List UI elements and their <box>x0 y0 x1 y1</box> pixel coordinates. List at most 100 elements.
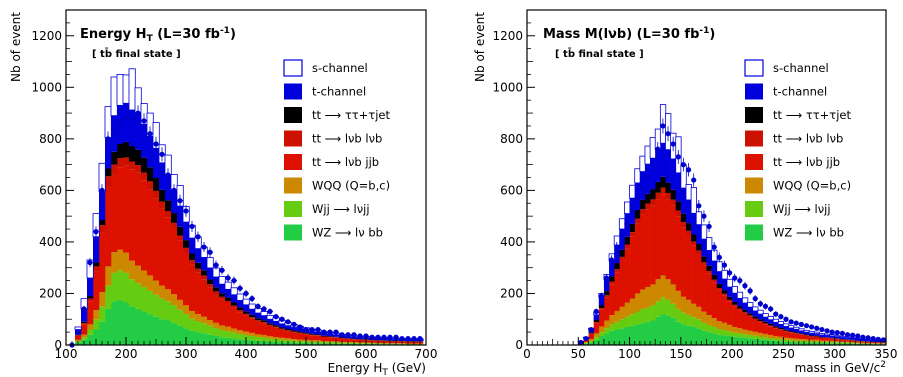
energy-ht-bar-tt-jet-21 <box>195 262 202 269</box>
mass-bar-tt-l-b-l-b-45 <box>757 321 764 323</box>
energy-ht-data-point-48 <box>357 333 363 339</box>
energy-ht-bar-wz-l-bb-11 <box>135 308 142 345</box>
mass-bar-t-channel-56 <box>814 333 820 336</box>
mass-bar-wqq-q-b-c--50 <box>783 337 789 340</box>
mass-bar-tt-l-b-jjb-41 <box>737 310 743 329</box>
mass-bar-wqq-q-b-c--45 <box>757 332 764 337</box>
energy-ht-bar-tt-jet-23 <box>207 279 214 285</box>
energy-ht-bar-t-channel-23 <box>207 267 214 280</box>
energy-ht-bar-tt-l-b-jjb-22 <box>201 279 208 317</box>
energy-ht-data-point-14 <box>153 136 159 152</box>
mass-bar-wz-l-bb-31 <box>685 325 692 345</box>
mass-legend-label-0: s-channel <box>773 61 829 75</box>
mass-bar-wz-l-bb-58 <box>824 342 830 345</box>
energy-ht-bar-wqq-q-b-c--7 <box>111 252 118 273</box>
energy-ht-data-point-16 <box>165 168 171 182</box>
mass-ytick-label-5: 1000 <box>492 80 523 94</box>
mass-bar-tt-l-b-jjb-39 <box>727 301 733 325</box>
energy-ht-bar-tt-l-b-l-b-21 <box>195 268 202 273</box>
mass-bar-tt-l-b-jjb-55 <box>809 336 815 340</box>
energy-ht-bar-t-channel-21 <box>195 248 202 263</box>
energy-ht-bar-wqq-q-b-c--25 <box>219 325 226 331</box>
energy-ht-bar-t-channel-2 <box>81 308 88 322</box>
mass-data-point-6 <box>609 255 615 265</box>
energy-ht-bar-tt-l-b-l-b-1 <box>75 335 82 336</box>
mass-bar-tt-l-b-jjb-52 <box>793 333 800 339</box>
mass-bar-tt-l-b-jjb-64 <box>855 341 861 343</box>
energy-ht-data-point-53 <box>387 334 393 340</box>
mass-bar-tt-l-b-l-b-17 <box>614 269 620 273</box>
energy-ht-bar-t-channel-19 <box>183 222 190 241</box>
mass-bar-wjj-l-jj-65 <box>860 343 866 344</box>
energy-ht-bar-tt-l-b-l-b-37 <box>291 331 298 333</box>
mass-bar-tt-l-b-jjb-37 <box>716 290 723 322</box>
mass-bar-wjj-l-jj-20 <box>629 314 635 326</box>
mass-bar-wjj-l-jj-45 <box>757 336 764 340</box>
mass-bar-wqq-q-b-c--64 <box>855 342 861 344</box>
energy-ht-data-point-2 <box>81 305 87 312</box>
energy-ht-bar-tt-jet-44 <box>333 336 340 338</box>
mass-bar-tt-l-b-l-b-16 <box>609 281 615 285</box>
mass-bar-s-channel-22 <box>639 155 646 172</box>
mass-bar-s-channel-44 <box>752 306 759 312</box>
energy-ht-xlabel: Energy HT (GeV) <box>328 361 426 377</box>
energy-ht-bar-wjj-l-jj-6 <box>105 285 112 309</box>
mass-bar-wz-l-bb-46 <box>762 339 769 345</box>
mass-bar-wqq-q-b-c--39 <box>727 324 733 332</box>
mass-bar-wz-l-bb-15 <box>603 333 610 345</box>
mass-bar-tt-l-b-jjb-46 <box>762 324 769 334</box>
energy-ht-bar-tt-jet-38 <box>297 331 304 333</box>
energy-ht-bar-tt-l-b-jjb-14 <box>153 198 160 281</box>
energy-ht-bar-tt-l-b-l-b-16 <box>165 211 172 218</box>
energy-ht-data-point-9 <box>123 110 129 126</box>
energy-ht-bar-t-channel-36 <box>285 325 292 330</box>
mass-data-point-40 <box>783 316 789 322</box>
energy-ht-bar-tt-l-b-jjb-3 <box>87 301 94 325</box>
mass-data-point-59 <box>880 337 887 343</box>
mass-data-point-3 <box>593 308 599 315</box>
energy-ht-bar-tt-jet-8 <box>117 144 124 159</box>
mass-bar-wqq-q-b-c--32 <box>691 303 697 318</box>
mass-bar-wjj-l-jj-63 <box>850 342 856 344</box>
mass-bar-wz-l-bb-47 <box>768 340 774 345</box>
mass-bar-wjj-l-jj-22 <box>639 308 646 324</box>
energy-ht-bar-tt-jet-36 <box>285 329 292 331</box>
energy-ht-bar-wz-l-bb-19 <box>183 328 190 345</box>
mass-bar-tt-l-b-jjb-45 <box>757 322 764 333</box>
energy-ht-bar-t-channel-26 <box>225 289 232 298</box>
energy-ht-bar-tt-l-b-jjb-11 <box>135 172 142 266</box>
mass-bar-tt-jet-55 <box>809 335 815 337</box>
mass-bar-wqq-q-b-c--34 <box>701 311 707 323</box>
mass-bar-wz-l-bb-39 <box>727 335 733 345</box>
energy-ht-bar-tt-l-b-jjb-30 <box>249 318 256 333</box>
energy-ht-bar-wqq-q-b-c--26 <box>225 326 232 332</box>
mass-bar-s-channel-31 <box>685 184 692 201</box>
energy-ht-bar-tt-l-b-jjb-13 <box>147 189 154 276</box>
mass-bar-wqq-q-b-c--58 <box>824 340 830 342</box>
energy-ht-data-point-42 <box>321 329 327 335</box>
mass-bar-tt-l-b-jjb-36 <box>711 282 718 319</box>
energy-ht-bar-wqq-q-b-c--31 <box>255 334 262 338</box>
energy-ht-bar-wqq-q-b-c--32 <box>261 334 268 338</box>
energy-ht-bar-t-channel-33 <box>267 319 274 324</box>
mass-legend-label-5: WQQ (Q=b,c) <box>773 179 851 193</box>
mass-bar-tt-l-b-jjb-25 <box>655 199 661 280</box>
mass-bar-wz-l-bb-60 <box>834 343 841 345</box>
mass-bar-tt-jet-37 <box>716 283 723 289</box>
energy-ht-bar-t-channel-5 <box>99 191 106 221</box>
mass-bar-t-channel-42 <box>742 303 748 310</box>
energy-ht-data-point-39 <box>303 326 309 333</box>
energy-ht-bar-s-channel-7 <box>110 76 118 117</box>
mass-bar-wjj-l-jj-34 <box>701 322 707 331</box>
energy-ht-bar-tt-l-b-l-b-39 <box>303 333 310 335</box>
mass-bar-tt-l-b-jjb-12 <box>588 333 594 340</box>
mass-bar-t-channel-44 <box>752 310 759 317</box>
energy-ht-data-point-7 <box>111 126 117 142</box>
mass-bar-tt-l-b-jjb-60 <box>834 339 841 342</box>
energy-ht-legend-item-4: tt ⟶ lνb jjb <box>284 154 379 170</box>
energy-ht-bar-tt-jet-31 <box>255 318 262 321</box>
energy-ht-bar-tt-l-b-l-b-6 <box>105 176 112 187</box>
energy-ht-bar-tt-l-b-l-b-18 <box>177 235 184 241</box>
mass-bar-t-channel-38 <box>721 279 728 291</box>
